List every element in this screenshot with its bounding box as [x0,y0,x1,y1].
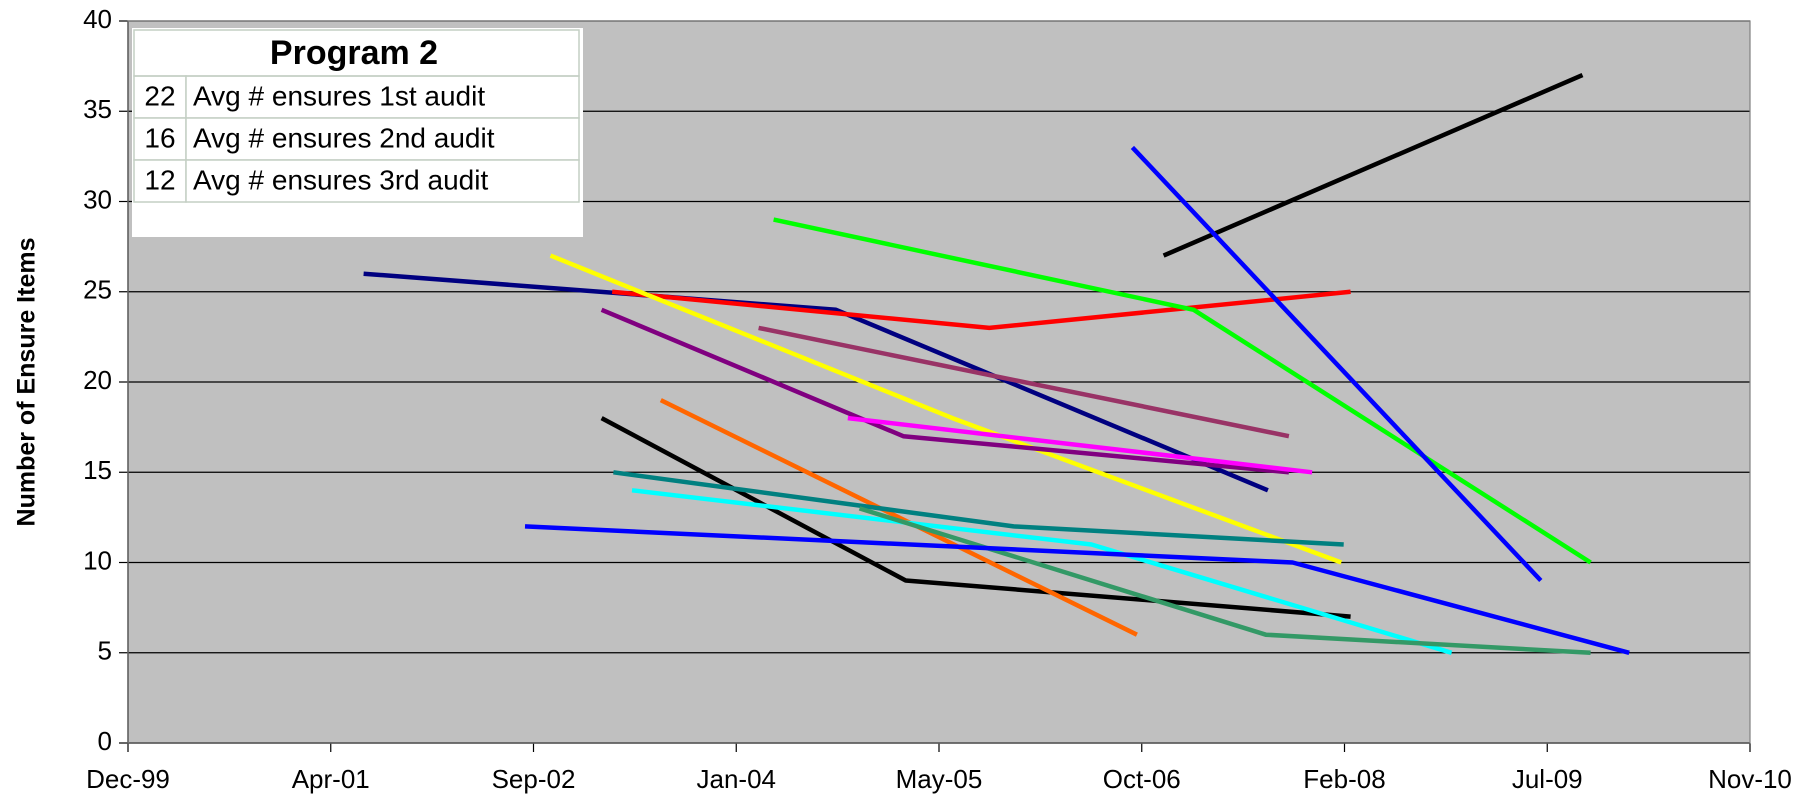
x-tick-label: Sep-02 [492,764,576,794]
y-tick-label: 30 [83,184,112,214]
x-tick-label: Dec-99 [86,764,170,794]
series-line [631,488,1453,655]
table-label: Avg # ensures 2nd audit [193,122,495,153]
table-number: 22 [144,80,175,111]
x-tick-label: Feb-08 [1303,764,1385,794]
y-tick-label: 20 [83,365,112,395]
x-tick-label: Jan-04 [697,764,777,794]
x-tick-label: May-05 [896,764,983,794]
series-line [659,398,1138,637]
table-frame [133,29,580,77]
y-tick-label: 10 [83,545,112,575]
x-tick-label: Nov-10 [1708,764,1792,794]
series-line [600,416,1351,619]
y-tick-label: 25 [83,275,112,305]
table-cell [133,75,187,119]
series-line [1130,145,1543,583]
series-line [847,415,1313,475]
series-line [613,470,1344,547]
series-line [611,289,1351,331]
series-line [549,253,1343,565]
series-line [363,271,1269,493]
table-cell [185,117,580,161]
table-label: Avg # ensures 3rd audit [193,164,488,195]
y-axis-title: Number of Ensure Items [13,238,41,527]
y-tick-label: 35 [83,94,112,124]
y-tick-label: 0 [98,726,112,756]
series-line [524,524,1630,655]
series-line [758,325,1290,439]
table-number: 12 [144,164,175,195]
series-line [773,217,1592,565]
table-cell [133,159,187,203]
y-tick-label: 40 [83,4,112,34]
table-title: Program 2 [270,34,438,72]
table-cell [185,75,580,119]
series-line [1162,73,1584,258]
table-cell [185,159,580,203]
series-line [600,307,1290,475]
x-tick-label: Apr-01 [292,764,370,794]
y-tick-label: 15 [83,455,112,485]
plot-border [127,20,1751,744]
table-label: Avg # ensures 1st audit [193,80,485,111]
x-tick-label: Jul-09 [1512,764,1583,794]
table-number: 16 [144,122,175,153]
y-tick-label: 5 [98,636,112,666]
x-tick-label: Oct-06 [1103,764,1181,794]
